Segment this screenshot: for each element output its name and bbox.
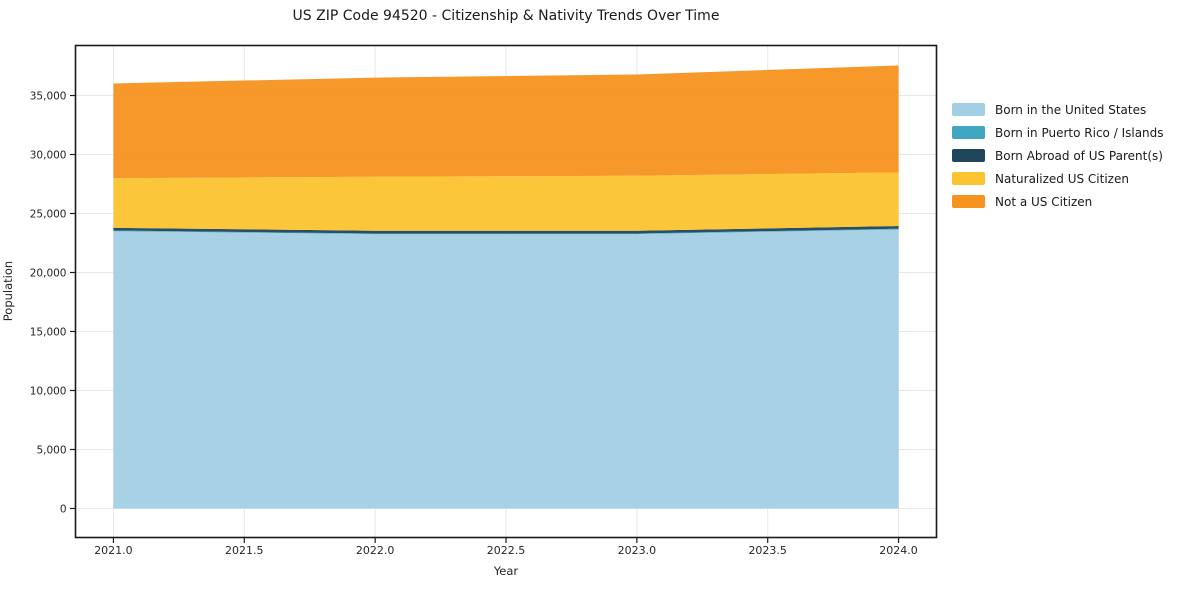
legend-label: Born in Puerto Rico / Islands [995,125,1164,140]
legend-swatch-icon [952,172,985,185]
legend-label: Not a US Citizen [995,194,1093,209]
x-tick-label: 2023.0 [618,544,657,557]
area-series [113,228,899,235]
x-tick-label: 2022.5 [487,544,526,557]
legend-item: Born in Puerto Rico / Islands [952,125,1164,140]
area-series [113,172,899,231]
y-tick-label: 15,000 [30,326,67,338]
x-axis-title: Year [493,564,519,578]
x-tick-label: 2021.0 [94,544,133,557]
legend-label: Born Abroad of US Parent(s) [995,148,1163,163]
area-series [113,226,899,234]
legend-swatch-icon [952,103,985,116]
legend-swatch-icon [952,126,985,139]
x-tick-label: 2021.5 [225,544,264,557]
legend-item: Naturalized US Citizen [952,171,1164,186]
y-tick-label: 30,000 [30,149,67,161]
x-tick-label: 2024.0 [879,544,918,557]
y-tick-label: 20,000 [30,267,67,279]
legend: Born in the United States Born in Puerto… [952,102,1164,209]
area-series [113,65,899,179]
legend-item: Born Abroad of US Parent(s) [952,148,1164,163]
y-tick-label: 35,000 [30,90,67,102]
y-axis-title: Population [1,260,15,322]
y-tick-label: 5,000 [36,444,66,456]
x-tick-label: 2023.5 [748,544,787,557]
legend-label: Born in the United States [995,102,1147,117]
chart-title: US ZIP Code 94520 - Citizenship & Nativi… [292,8,720,24]
y-tick-label: 10,000 [30,385,67,397]
legend-item: Born in the United States [952,102,1164,117]
x-tick-label: 2022.0 [356,544,395,557]
y-tick-label: 25,000 [30,208,67,220]
legend-swatch-icon [952,149,985,162]
legend-swatch-icon [952,195,985,208]
legend-label: Naturalized US Citizen [995,171,1129,186]
y-tick-label: 0 [60,503,67,515]
legend-item: Not a US Citizen [952,194,1164,209]
area-series [113,229,899,509]
